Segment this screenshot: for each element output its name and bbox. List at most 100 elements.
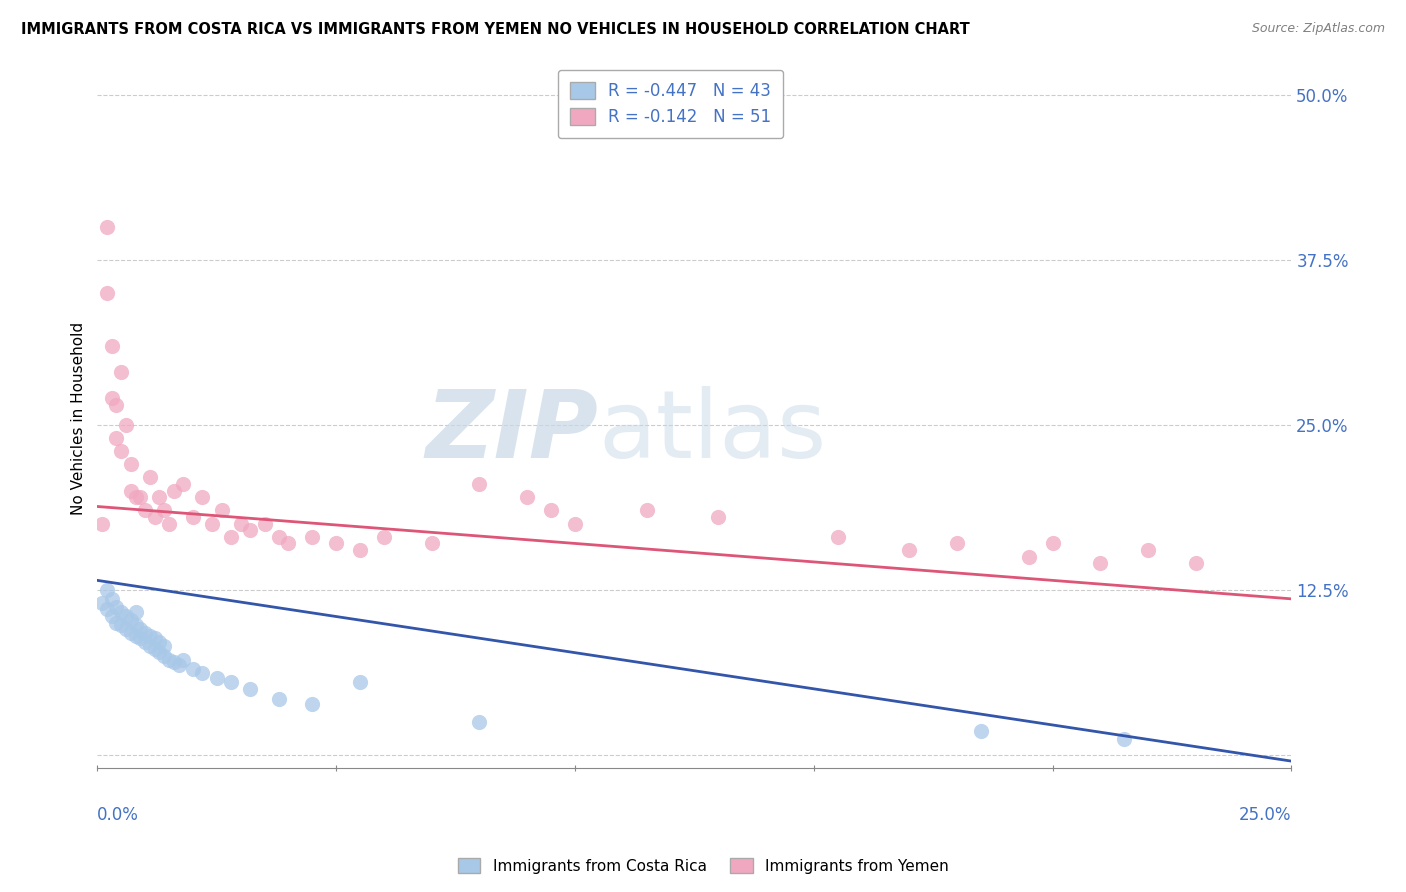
Point xyxy=(898,543,921,558)
Point xyxy=(115,622,138,636)
Text: ZIP: ZIP xyxy=(426,386,599,478)
Point xyxy=(540,503,562,517)
Point xyxy=(1042,536,1064,550)
Point xyxy=(105,398,128,412)
Point xyxy=(163,483,186,498)
Point xyxy=(205,671,228,685)
Point xyxy=(110,618,132,632)
Point xyxy=(827,530,849,544)
Point xyxy=(100,609,122,624)
Point xyxy=(163,655,186,669)
Point xyxy=(1018,549,1040,564)
Point xyxy=(96,602,118,616)
Point xyxy=(267,692,290,706)
Point xyxy=(301,698,323,712)
Point xyxy=(139,470,162,484)
Point xyxy=(167,657,190,672)
Point xyxy=(143,510,166,524)
Point xyxy=(120,483,142,498)
Point xyxy=(301,530,323,544)
Point xyxy=(181,662,204,676)
Point xyxy=(239,523,262,537)
Point xyxy=(143,642,166,657)
Point xyxy=(148,635,170,649)
Point xyxy=(373,530,395,544)
Legend: Immigrants from Costa Rica, Immigrants from Yemen: Immigrants from Costa Rica, Immigrants f… xyxy=(451,852,955,880)
Point xyxy=(157,516,180,531)
Point xyxy=(970,723,993,738)
Point xyxy=(707,510,730,524)
Point xyxy=(139,640,162,654)
Point xyxy=(277,536,299,550)
Point xyxy=(191,490,214,504)
Point xyxy=(1185,556,1208,570)
Point xyxy=(120,457,142,471)
Point xyxy=(349,543,371,558)
Point xyxy=(219,675,242,690)
Point xyxy=(110,444,132,458)
Point xyxy=(129,490,152,504)
Text: IMMIGRANTS FROM COSTA RICA VS IMMIGRANTS FROM YEMEN NO VEHICLES IN HOUSEHOLD COR: IMMIGRANTS FROM COSTA RICA VS IMMIGRANTS… xyxy=(21,22,970,37)
Point xyxy=(172,477,194,491)
Point xyxy=(181,510,204,524)
Point xyxy=(115,609,138,624)
Point xyxy=(239,681,262,696)
Point xyxy=(120,613,142,627)
Text: 0.0%: 0.0% xyxy=(97,806,139,824)
Point xyxy=(211,503,233,517)
Point xyxy=(191,665,214,680)
Point xyxy=(267,530,290,544)
Point xyxy=(564,516,586,531)
Point xyxy=(110,605,132,619)
Point xyxy=(1137,543,1160,558)
Point xyxy=(153,503,176,517)
Point xyxy=(468,477,491,491)
Point xyxy=(120,626,142,640)
Point xyxy=(129,622,152,636)
Point xyxy=(1114,731,1136,746)
Point xyxy=(96,219,118,234)
Text: atlas: atlas xyxy=(599,386,827,478)
Point xyxy=(143,632,166,646)
Legend: R = -0.447   N = 43, R = -0.142   N = 51: R = -0.447 N = 43, R = -0.142 N = 51 xyxy=(558,70,783,138)
Point xyxy=(349,675,371,690)
Point xyxy=(115,417,138,432)
Point xyxy=(124,490,146,504)
Point xyxy=(124,629,146,643)
Point xyxy=(105,615,128,630)
Point xyxy=(124,605,146,619)
Point xyxy=(91,596,114,610)
Point xyxy=(96,285,118,300)
Point xyxy=(139,629,162,643)
Point xyxy=(219,530,242,544)
Point xyxy=(153,648,176,663)
Point xyxy=(100,338,122,352)
Point xyxy=(91,516,114,531)
Point xyxy=(153,640,176,654)
Point xyxy=(134,635,156,649)
Point xyxy=(420,536,443,550)
Point xyxy=(636,503,658,517)
Y-axis label: No Vehicles in Household: No Vehicles in Household xyxy=(72,321,86,515)
Point xyxy=(946,536,969,550)
Point xyxy=(134,626,156,640)
Point xyxy=(172,652,194,666)
Point xyxy=(105,599,128,614)
Point xyxy=(148,645,170,659)
Point xyxy=(100,591,122,606)
Point xyxy=(201,516,224,531)
Point xyxy=(229,516,252,531)
Point xyxy=(157,652,180,666)
Point xyxy=(134,503,156,517)
Point xyxy=(96,582,118,597)
Point xyxy=(253,516,276,531)
Point xyxy=(124,618,146,632)
Point xyxy=(325,536,347,550)
Point xyxy=(105,431,128,445)
Point xyxy=(516,490,538,504)
Point xyxy=(468,714,491,729)
Point xyxy=(129,632,152,646)
Point xyxy=(100,392,122,406)
Text: 25.0%: 25.0% xyxy=(1239,806,1291,824)
Point xyxy=(148,490,170,504)
